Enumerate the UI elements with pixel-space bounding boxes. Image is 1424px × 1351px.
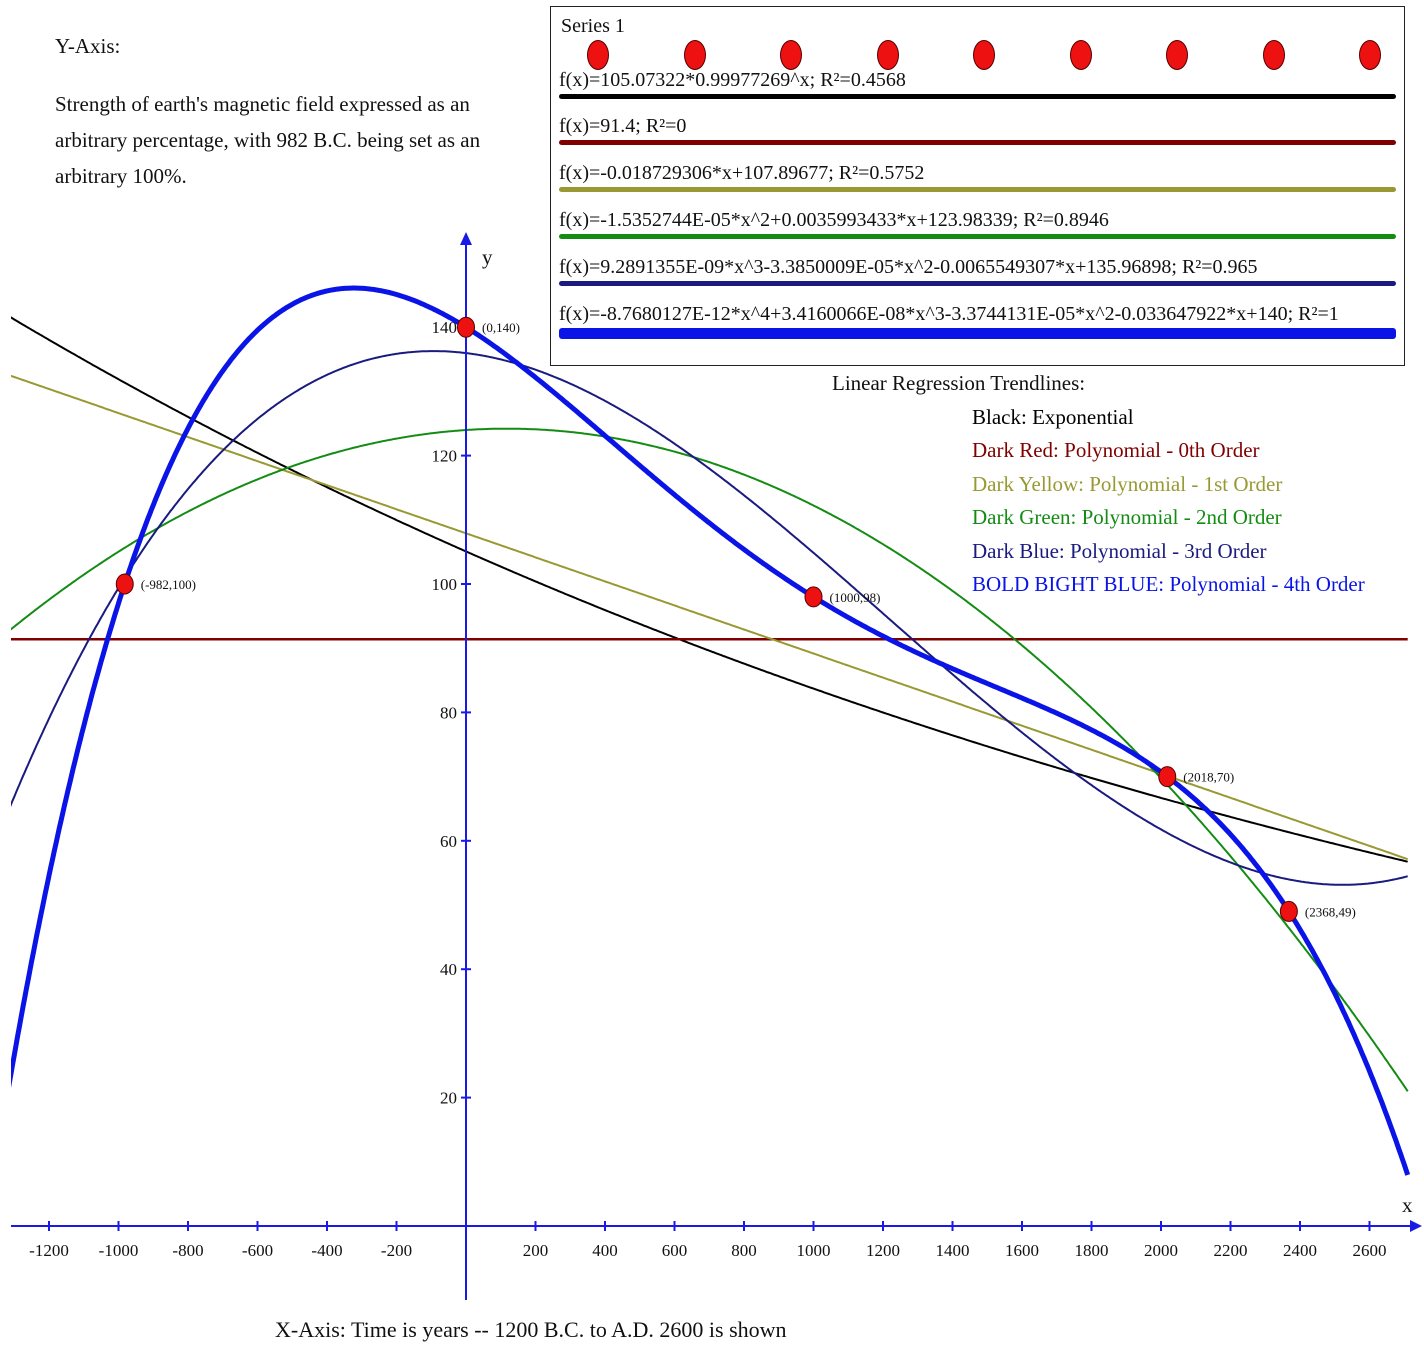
trendline-key-row: Dark Blue: Polynomial - 3rd Order bbox=[972, 538, 1267, 563]
legend-series-label: Series 1 bbox=[561, 15, 625, 37]
data-point-label: (-982,100) bbox=[141, 577, 196, 592]
legend-marker bbox=[1359, 40, 1381, 70]
legend-entry: f(x)=105.07322*0.99977269^x; R²=0.4568 bbox=[559, 69, 1396, 99]
legend-line-swatch bbox=[559, 281, 1396, 286]
legend-equation: f(x)=105.07322*0.99977269^x; R²=0.4568 bbox=[559, 69, 906, 91]
trendline-0 bbox=[11, 316, 1408, 863]
y-tick-label: 40 bbox=[440, 960, 457, 979]
y-axis-arrow bbox=[460, 232, 472, 245]
y-axis-note-heading: Y-Axis: bbox=[55, 34, 121, 58]
data-point bbox=[804, 586, 823, 608]
x-tick-label: 2400 bbox=[1283, 1241, 1317, 1260]
x-tick-label: 1800 bbox=[1075, 1241, 1109, 1260]
x-tick-label: 2600 bbox=[1353, 1241, 1387, 1260]
x-tick-label: 200 bbox=[523, 1241, 549, 1260]
legend-line-swatch bbox=[559, 234, 1396, 239]
y-tick-label: 80 bbox=[440, 703, 457, 722]
legend-marker bbox=[876, 40, 899, 70]
x-tick-label: 1400 bbox=[936, 1241, 970, 1260]
legend-marker bbox=[683, 40, 706, 70]
y-tick-label: 140 bbox=[432, 318, 458, 337]
x-tick-label: 600 bbox=[662, 1241, 688, 1260]
x-axis-note: X-Axis: Time is years -- 1200 B.C. to A.… bbox=[275, 1317, 787, 1342]
x-tick-label: 2200 bbox=[1214, 1241, 1248, 1260]
x-tick-label: 2000 bbox=[1144, 1241, 1178, 1260]
legend-marker bbox=[1166, 40, 1188, 70]
y-axis-note: Y-Axis: Strength of earth's magnetic fie… bbox=[55, 28, 545, 194]
legend-entry: f(x)=91.4; R²=0 bbox=[559, 115, 1396, 145]
legend-entry: f(x)=-0.018729306*x+107.89677; R²=0.5752 bbox=[559, 162, 1396, 192]
legend-equation: f(x)=9.2891355E-09*x^3-3.3850009E-05*x^2… bbox=[559, 256, 1258, 278]
data-point bbox=[1279, 900, 1298, 922]
trendline-key-title: Linear Regression Trendlines: bbox=[832, 371, 1086, 395]
data-point bbox=[457, 316, 475, 338]
legend-entry: f(x)=-1.5352744E-05*x^2+0.0035993433*x+1… bbox=[559, 209, 1396, 239]
data-point bbox=[115, 573, 134, 595]
data-point bbox=[1158, 766, 1177, 788]
legend-entry: f(x)=9.2891355E-09*x^3-3.3850009E-05*x^2… bbox=[559, 256, 1396, 286]
x-axis-arrow bbox=[1410, 1220, 1422, 1232]
x-tick-label: 1200 bbox=[866, 1241, 900, 1260]
trendline-key-row: BOLD BIGHT BLUE: Polynomial - 4th Order bbox=[972, 572, 1365, 596]
y-axis-label: y bbox=[482, 245, 493, 269]
y-tick-label: 20 bbox=[440, 1089, 457, 1108]
legend-line-swatch bbox=[559, 187, 1396, 192]
x-tick-label: -400 bbox=[311, 1241, 342, 1260]
data-point-label: (0,140) bbox=[482, 320, 520, 335]
x-tick-label: -200 bbox=[381, 1241, 412, 1260]
legend-equation: f(x)=-8.7680127E-12*x^4+3.4160066E-08*x^… bbox=[559, 303, 1339, 325]
legend-marker bbox=[973, 40, 995, 70]
x-tick-label: 800 bbox=[731, 1241, 757, 1260]
x-tick-label: -600 bbox=[242, 1241, 273, 1260]
legend-marker bbox=[1069, 40, 1092, 70]
y-tick-label: 120 bbox=[432, 447, 458, 466]
x-tick-label: -800 bbox=[172, 1241, 203, 1260]
trendline-key-row: Black: Exponential bbox=[972, 404, 1134, 429]
legend-line-swatch bbox=[559, 328, 1396, 339]
x-tick-label: 400 bbox=[592, 1241, 618, 1260]
trendline-3 bbox=[11, 427, 1409, 1092]
legend-marker bbox=[1262, 40, 1285, 70]
legend-equation: f(x)=-1.5352744E-05*x^2+0.0035993433*x+1… bbox=[559, 209, 1109, 231]
legend-entry: f(x)=-8.7680127E-12*x^4+3.4160066E-08*x^… bbox=[559, 303, 1396, 339]
y-tick-label: 60 bbox=[440, 832, 457, 851]
trendline-key-rows: Black: Exponential Dark Red: Polynomial -… bbox=[832, 401, 1365, 602]
legend-line-swatch bbox=[559, 140, 1396, 145]
trendline-legend: Series 1 f(x)=105.07322*0.99977269^x; R²… bbox=[550, 6, 1405, 366]
legend-line-swatch bbox=[559, 94, 1396, 99]
data-point-label: (1000,98) bbox=[830, 590, 881, 605]
y-tick-label: 100 bbox=[432, 575, 458, 594]
x-tick-label: 1600 bbox=[1005, 1241, 1039, 1260]
x-tick-label: -1000 bbox=[99, 1241, 139, 1260]
trendline-key-row: Dark Yellow: Polynomial - 1st Order bbox=[972, 471, 1283, 496]
trendline-key: Linear Regression Trendlines: Black: Exp… bbox=[832, 367, 1365, 602]
legend-equation: f(x)=-0.018729306*x+107.89677; R²=0.5752 bbox=[559, 162, 925, 184]
x-tick-label: 1000 bbox=[797, 1241, 831, 1260]
legend-equation: f(x)=91.4; R²=0 bbox=[559, 115, 687, 137]
data-point-label: (2018,70) bbox=[1183, 770, 1234, 785]
trendline-4 bbox=[11, 350, 1408, 886]
trendline-key-row: Dark Red: Polynomial - 0th Order bbox=[972, 438, 1260, 462]
legend-marker bbox=[587, 40, 609, 70]
trendline-key-row: Dark Green: Polynomial - 2nd Order bbox=[972, 505, 1282, 529]
data-point-label: (2368,49) bbox=[1305, 904, 1356, 919]
x-axis-label: x bbox=[1402, 1193, 1413, 1217]
legend-marker bbox=[780, 40, 802, 70]
y-axis-note-text: Strength of earth's magnetic field expre… bbox=[55, 92, 481, 188]
x-tick-label: -1200 bbox=[29, 1241, 69, 1260]
